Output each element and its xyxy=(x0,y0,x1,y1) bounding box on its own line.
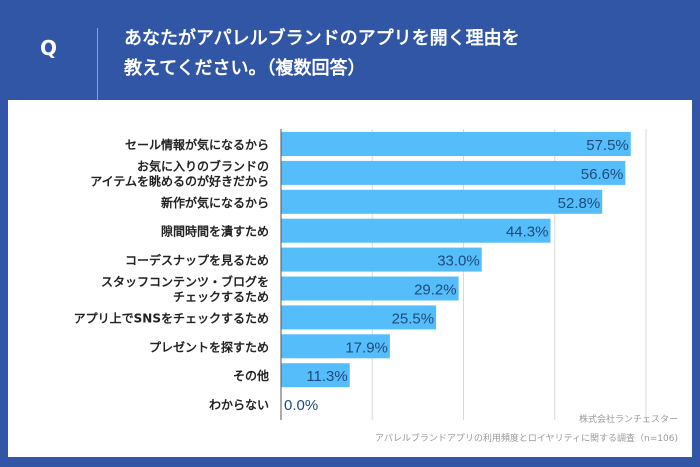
data-label: 0.0% xyxy=(284,397,318,414)
data-label: 17.9% xyxy=(345,339,388,356)
data-label: 57.5% xyxy=(586,137,629,154)
category-label: 新作が気になるから xyxy=(161,195,269,210)
data-label: 44.3% xyxy=(506,224,549,241)
header-divider xyxy=(97,28,98,104)
category-label: アイテムを眺めるのが好きだから xyxy=(90,173,269,188)
data-label: 33.0% xyxy=(437,253,480,270)
source-company: 株式会社ランチェスター xyxy=(578,415,678,425)
source-survey: アパレルブランドアプリの利用頻度とロイヤリティに関する調査（n=106) xyxy=(375,434,678,444)
bar xyxy=(281,218,551,243)
category-label: アプリ上でSNSをチェックするため xyxy=(74,310,269,325)
title-line-1: あなたがアパレルブランドのアプリを開く理由を xyxy=(124,28,520,49)
data-label: 25.5% xyxy=(392,310,435,327)
bar xyxy=(281,160,626,185)
bar xyxy=(281,189,603,214)
bar xyxy=(281,276,459,301)
category-label: チェックするため xyxy=(173,290,269,304)
data-label: 52.8% xyxy=(558,195,601,212)
bar xyxy=(281,363,350,388)
q-label: Q xyxy=(40,36,58,60)
category-label: わからない xyxy=(209,398,269,412)
category-label: コーデスナップを見るため xyxy=(125,253,269,268)
category-label: お気に入りのブランドの xyxy=(137,158,269,173)
category-label: スタッフコンテンツ・ブログを xyxy=(101,274,269,289)
title-line-2: 教えてください。（複数回答） xyxy=(124,58,366,79)
category-label: セール情報が気になるから xyxy=(125,137,269,152)
category-label: プレゼントを探すため xyxy=(149,339,269,354)
bar xyxy=(281,305,437,330)
data-label: 56.6% xyxy=(581,166,624,183)
category-label: その他 xyxy=(233,368,269,383)
data-label: 29.2% xyxy=(414,282,457,299)
bar xyxy=(281,334,390,359)
question-title: あなたがアパレルブランドのアプリを開く理由を 教えてください。（複数回答） xyxy=(124,24,520,84)
bar xyxy=(281,247,482,272)
data-label: 11.3% xyxy=(306,368,347,385)
category-label: 隙間時間を潰すため xyxy=(161,224,269,239)
bar xyxy=(281,132,631,156)
